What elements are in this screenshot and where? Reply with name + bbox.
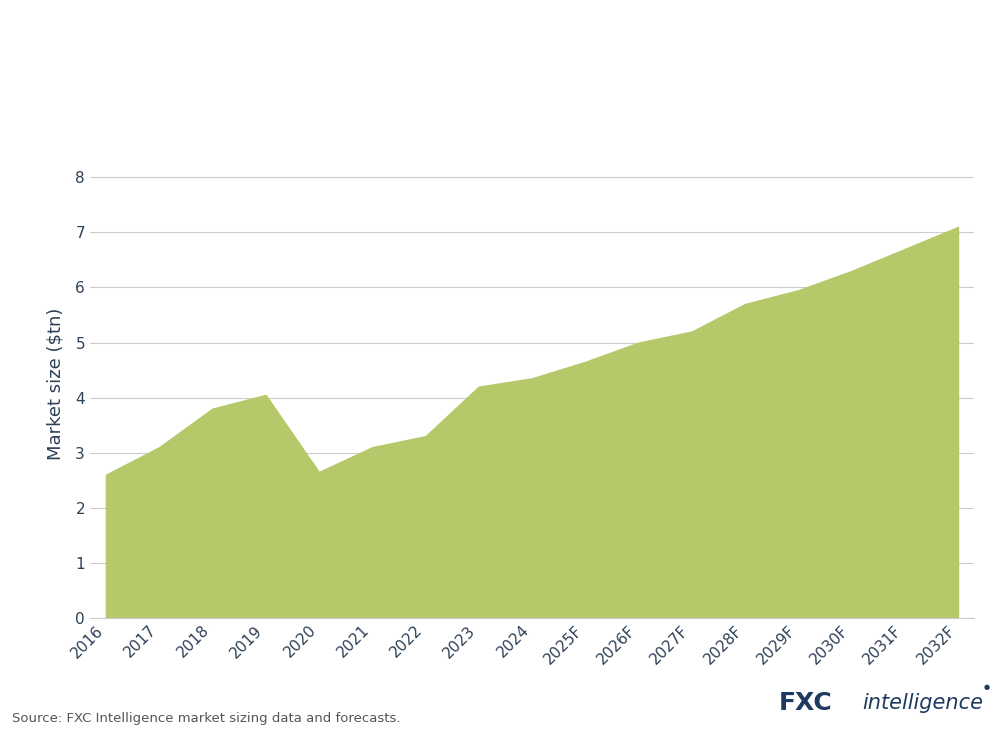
Text: intelligence: intelligence (862, 693, 983, 713)
Text: C2B cross-border payments to reach a $7.1tn TAM by 2032: C2B cross-border payments to reach a $7.… (18, 29, 939, 57)
Text: FXC: FXC (779, 691, 833, 715)
Y-axis label: Market size ($tn): Market size ($tn) (46, 308, 64, 460)
Text: Consumer-to-business cross-border payments market size, 2016-2032F: Consumer-to-business cross-border paymen… (18, 94, 662, 112)
Text: Source: FXC Intelligence market sizing data and forecasts.: Source: FXC Intelligence market sizing d… (12, 712, 401, 725)
Text: ●: ● (984, 685, 990, 691)
